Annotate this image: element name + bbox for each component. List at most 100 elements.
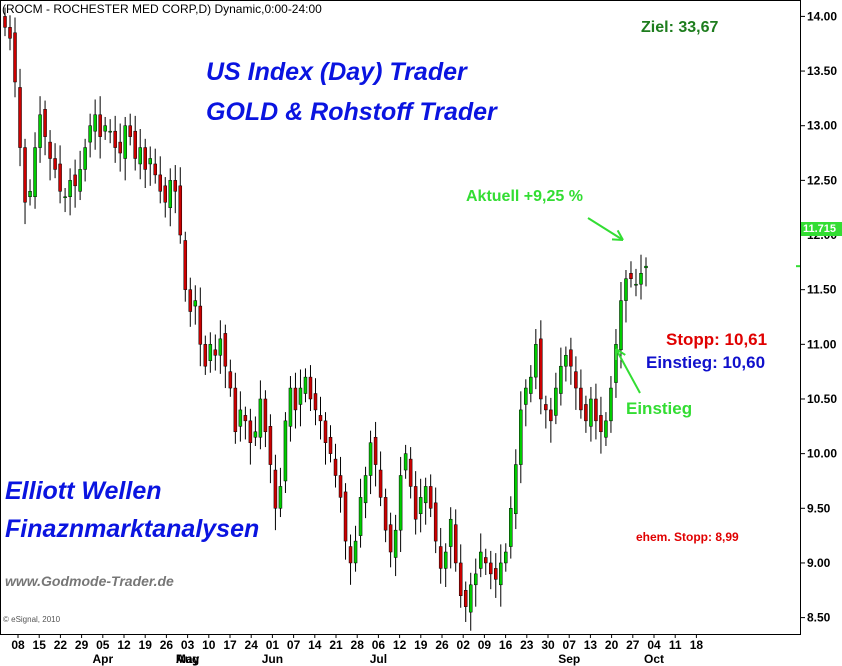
candle-body — [418, 497, 423, 515]
candle-body — [639, 273, 643, 285]
candle-body — [53, 158, 57, 170]
candle-body — [103, 125, 107, 132]
promo-line-2: GOLD & Rohstoff Trader — [206, 98, 497, 126]
x-day-label: 07 — [563, 638, 577, 652]
candle-body — [343, 491, 348, 542]
candle-body — [323, 420, 328, 443]
candle-body — [529, 376, 533, 394]
candle-body — [18, 87, 22, 148]
candle-body — [308, 376, 313, 400]
candle-body — [213, 349, 218, 356]
candle-body — [88, 125, 92, 143]
x-day-label: 12 — [393, 638, 407, 652]
x-day-label: 30 — [541, 638, 555, 652]
candle-body — [238, 409, 243, 427]
candle-body — [408, 458, 413, 487]
candle-body — [619, 300, 623, 351]
candle-body — [248, 420, 253, 443]
candle-body — [8, 27, 12, 39]
candle-body — [509, 508, 513, 547]
y-tick-label: 14.00 — [807, 9, 837, 23]
candle-body — [438, 546, 443, 569]
candle-body — [368, 442, 373, 476]
x-day-label: 24 — [245, 638, 259, 652]
aktuell-label: Aktuell +9,25 % — [466, 188, 583, 205]
einstieg-value-label: Einstieg: 10,60 — [646, 353, 766, 372]
candle-body — [624, 278, 628, 301]
candle-body — [303, 376, 308, 394]
promo-line-3: Elliott Wellen — [5, 477, 162, 505]
candle-body — [398, 475, 403, 531]
candle-body — [564, 355, 568, 367]
chart-header: (ROCM - ROCHESTER MED CORP,D) Dynamic,0:… — [2, 2, 322, 16]
candle-body — [168, 180, 173, 208]
candle-body — [604, 420, 608, 438]
candle-body — [13, 32, 17, 83]
candle-body — [288, 387, 293, 427]
candle-body — [338, 475, 343, 498]
candle-body — [388, 524, 393, 553]
x-day-label: 07 — [287, 638, 301, 652]
y-tick-label: 8.50 — [807, 611, 831, 625]
candle-body — [98, 114, 102, 137]
candle-body — [448, 518, 453, 547]
aktuell-arrow — [587, 217, 624, 241]
candle-body — [473, 573, 478, 586]
x-day-label: 10 — [202, 638, 216, 652]
x-day-label: 21 — [329, 638, 343, 652]
candle-body — [178, 185, 183, 236]
candle-body — [78, 169, 82, 192]
einstieg-arrow — [614, 348, 641, 394]
date-axis: 08 15 22 29 05 12 19 26 03 10 17 24 01 07 14 21 28 06 12 19… — [11, 634, 703, 666]
candle-body — [644, 265, 648, 269]
candle-body — [534, 344, 538, 378]
stopp-label: Stopp: 10,61 — [666, 330, 768, 349]
x-day-label: 19 — [139, 638, 153, 652]
plot-frame — [0, 0, 801, 635]
x-day-label: 17 — [223, 638, 237, 652]
y-tick-label: 9.00 — [807, 556, 831, 570]
x-day-label: 02 — [457, 638, 471, 652]
candle-body — [549, 409, 553, 422]
x-day-label: 11 — [669, 638, 682, 652]
x-day-label: 12 — [117, 638, 131, 652]
x-month-label: May — [176, 652, 200, 666]
annotation-arrows — [587, 217, 800, 394]
candle-body — [123, 125, 127, 159]
candle-body — [33, 147, 37, 198]
candle-body — [183, 240, 188, 290]
candle-body — [208, 344, 213, 361]
candle-body — [453, 524, 458, 564]
candle-body — [433, 502, 438, 542]
y-tick-label: 11.00 — [807, 337, 837, 351]
candle-body — [599, 415, 603, 433]
x-month-label: Jun — [262, 652, 283, 666]
x-day-label: 22 — [54, 638, 68, 652]
candle-body — [574, 371, 578, 389]
y-tick-label: 10.50 — [807, 392, 837, 406]
candle-body — [143, 147, 147, 170]
x-day-label: 08 — [11, 638, 25, 652]
x-month-label: Sep — [558, 652, 580, 666]
candle-body — [163, 185, 167, 203]
y-tick-label: 13.50 — [807, 64, 837, 78]
candle-body — [253, 431, 258, 438]
candle-body — [313, 393, 318, 411]
candle-body — [133, 130, 137, 159]
candle-body — [138, 147, 142, 165]
candle-body — [413, 486, 418, 520]
y-tick-label: 13.00 — [807, 119, 837, 133]
candle-body — [228, 371, 233, 389]
x-day-label: 18 — [690, 638, 704, 652]
candle-body — [173, 180, 178, 192]
x-day-label: 04 — [647, 638, 661, 652]
candle-body — [298, 387, 303, 405]
y-tick-label: 9.50 — [807, 501, 831, 515]
candle-body — [283, 420, 288, 482]
x-day-label: 16 — [499, 638, 513, 652]
ziel-label: Ziel: 33,67 — [641, 19, 719, 36]
x-day-label: 15 — [33, 638, 47, 652]
x-day-label: 27 — [626, 638, 640, 652]
x-day-label: 05 — [96, 638, 110, 652]
x-day-label: 20 — [605, 638, 619, 652]
